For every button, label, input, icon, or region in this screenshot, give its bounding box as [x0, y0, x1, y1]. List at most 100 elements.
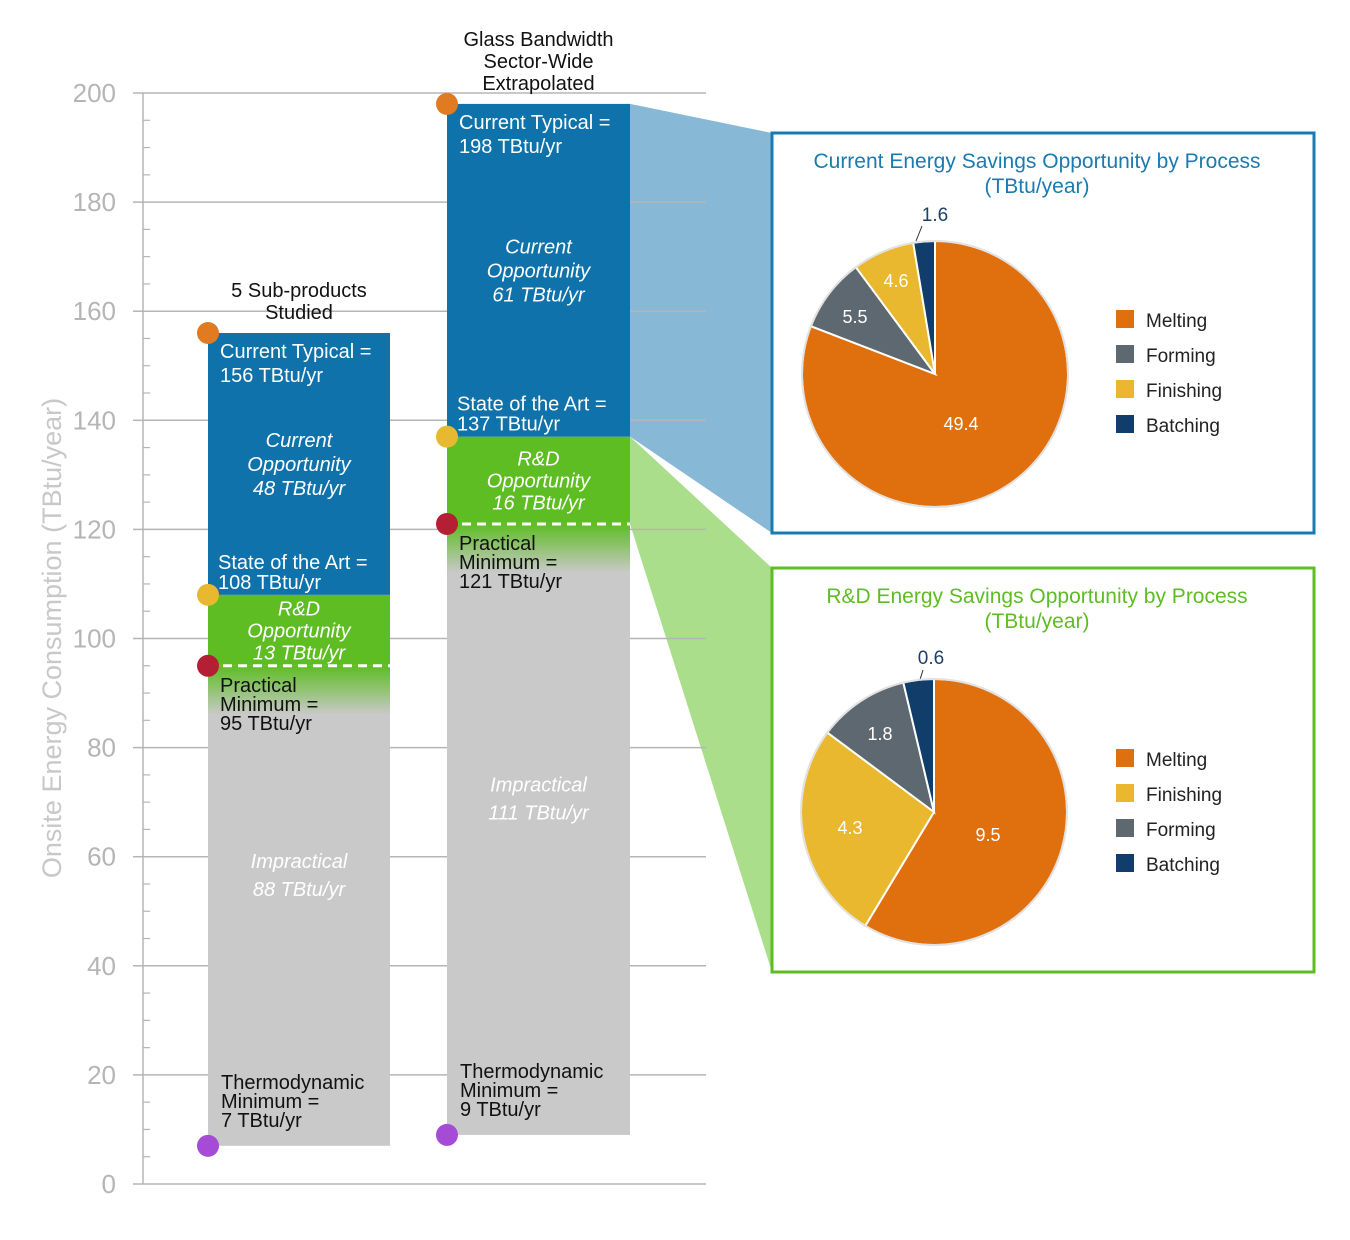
- y-tick-label: 100: [73, 624, 116, 654]
- rd-segment: [447, 436, 630, 524]
- column-title: 5 Sub-products: [231, 280, 367, 302]
- impractical-segment: [208, 665, 390, 1146]
- y-tick-label: 0: [102, 1169, 116, 1199]
- current-typical-label: Current Typical =: [459, 112, 610, 134]
- pie-slice-label: 5.5: [842, 307, 867, 327]
- legend-swatch: [1116, 749, 1134, 767]
- pie-slice-label: 1.8: [867, 724, 892, 744]
- pie-slice-label: 4.3: [837, 818, 862, 838]
- thermodynamic-minimum-label: Minimum =: [460, 1080, 558, 1102]
- legend-label: Batching: [1146, 416, 1220, 437]
- rd-opportunity-label: R&D: [517, 448, 559, 470]
- legend-swatch: [1116, 310, 1134, 328]
- practical-minimum-label: Minimum =: [459, 552, 557, 574]
- state-of-the-art-marker: [436, 425, 458, 448]
- practical-minimum-label: Minimum =: [220, 694, 318, 716]
- impractical-segment: [447, 523, 630, 1135]
- legend-swatch: [1116, 380, 1134, 398]
- practical-minimum-label: Practical: [459, 533, 536, 555]
- impractical-label: Impractical: [490, 774, 587, 796]
- rd-opportunity-label: Opportunity: [247, 620, 351, 642]
- y-tick-label: 120: [73, 514, 116, 544]
- pie-slice-label: 0.6: [918, 648, 944, 669]
- pie-title: R&D Energy Savings Opportunity by Proces…: [826, 585, 1247, 608]
- state-of-art-label: State of the Art =: [218, 552, 368, 574]
- pie-slice-label: 1.6: [922, 205, 948, 226]
- current-typical-marker: [436, 92, 458, 115]
- thermodynamic-minimum-marker: [436, 1123, 458, 1146]
- legend-label: Finishing: [1146, 785, 1222, 806]
- legend-swatch: [1116, 415, 1134, 433]
- practical-fade-band: [447, 523, 630, 574]
- legend-swatch: [1116, 345, 1134, 363]
- pie-panels: Current Energy Savings Opportunity by Pr…: [770, 131, 1316, 974]
- state-of-the-art-marker: [197, 583, 219, 606]
- rd-opportunity-label: Opportunity: [487, 470, 591, 492]
- legend-label: Forming: [1146, 820, 1216, 841]
- practical-fade-band: [208, 665, 390, 715]
- y-tick-label: 140: [73, 405, 116, 435]
- current-segment: [447, 103, 630, 437]
- zoom-connectors: [630, 103, 772, 972]
- legend-label: Melting: [1146, 750, 1207, 771]
- y-tick-label: 80: [87, 733, 116, 763]
- pie-title: Current Energy Savings Opportunity by Pr…: [813, 150, 1260, 173]
- pie-slice-label: 49.4: [943, 414, 978, 434]
- y-tick-label: 20: [87, 1060, 116, 1090]
- thermodynamic-minimum-marker: [197, 1134, 219, 1157]
- practical-minimum-label: Practical: [220, 675, 297, 697]
- current-typical-marker: [197, 322, 219, 345]
- current-opportunity-label: Current: [266, 430, 334, 452]
- legend-label: Melting: [1146, 311, 1207, 332]
- y-axis: 0 20 40 60 80 100 120 140 160 180 200: [73, 78, 150, 1199]
- practical-minimum-label: 121 TBtu/yr: [459, 571, 562, 593]
- current-typical-label: Current Typical =: [220, 341, 371, 363]
- impractical-label: Impractical: [251, 851, 348, 873]
- impractical-label: 111 TBtu/yr: [488, 802, 590, 824]
- legend-label: Forming: [1146, 346, 1216, 367]
- legend-swatch: [1116, 819, 1134, 837]
- y-tick-label: 40: [87, 951, 116, 981]
- column-title: Sector-Wide: [483, 51, 593, 73]
- thermodynamic-minimum-label: Thermodynamic: [460, 1061, 603, 1083]
- pie-title: (TBtu/year): [984, 610, 1089, 633]
- practical-minimum-marker: [436, 512, 458, 535]
- pie-outline: [801, 240, 1069, 508]
- state-of-art-label: 137 TBtu/yr: [457, 414, 560, 436]
- current-opportunity-label: Opportunity: [247, 454, 351, 476]
- pie-leader-line: [915, 225, 923, 242]
- state-of-art-label: State of the Art =: [457, 394, 607, 416]
- practical-minimum-marker: [197, 654, 219, 677]
- current-typical-label: 156 TBtu/yr: [220, 365, 323, 387]
- thermodynamic-minimum-label: Thermodynamic: [221, 1072, 364, 1094]
- thermodynamic-minimum-label: Minimum =: [221, 1091, 319, 1113]
- legend-swatch: [1116, 854, 1134, 872]
- current-segment: [208, 333, 390, 595]
- legend-label: Batching: [1146, 855, 1220, 876]
- y-tick-label: 180: [73, 187, 116, 217]
- current-typical-label: 198 TBtu/yr: [459, 136, 562, 158]
- current-opportunity-label: Opportunity: [487, 260, 591, 282]
- current-opportunity-label: Current: [505, 236, 573, 258]
- y-tick-label: 60: [87, 842, 116, 872]
- pie-title: (TBtu/year): [984, 175, 1089, 198]
- rd-segment: [208, 594, 390, 666]
- rd-opportunity-label: 16 TBtu/yr: [492, 492, 586, 514]
- current-opportunity-label: 48 TBtu/yr: [253, 478, 347, 500]
- pie-slice-label: 9.5: [975, 825, 1000, 845]
- y-tick-label: 200: [73, 78, 116, 108]
- y-axis-label: Onsite Energy Consumption (TBtu/year): [37, 398, 67, 878]
- column-title: Studied: [265, 302, 333, 324]
- legend-label: Finishing: [1146, 381, 1222, 402]
- column-title: Extrapolated: [482, 73, 594, 95]
- pie-panel: Current Energy Savings Opportunity by Pr…: [770, 131, 1316, 535]
- rd-opportunity-label: 13 TBtu/yr: [253, 642, 347, 664]
- thermodynamic-minimum-label: 7 TBtu/yr: [221, 1110, 302, 1132]
- rd-opportunity-label: R&D: [278, 598, 320, 620]
- y-tick-label: 160: [73, 296, 116, 326]
- impractical-label: 88 TBtu/yr: [253, 879, 347, 901]
